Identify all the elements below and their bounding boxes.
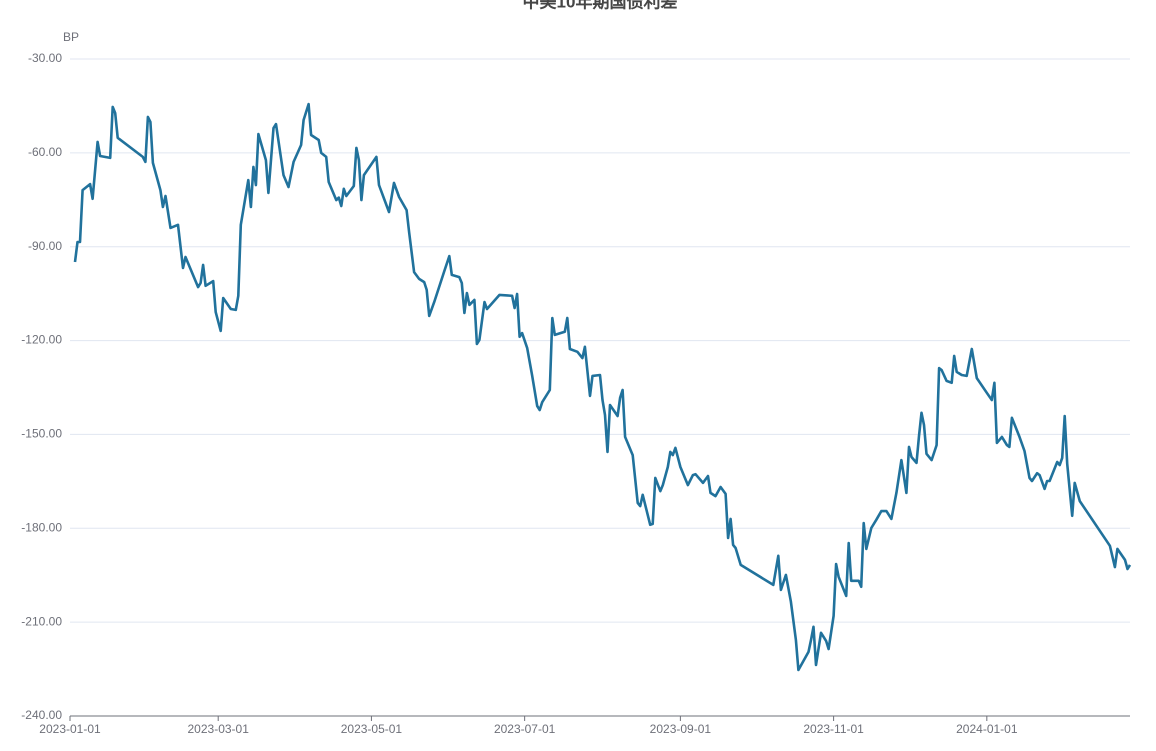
x-tick-label: 2023-07-01 [494,722,556,736]
y-axis-unit: BP [63,30,79,44]
y-tick-label: -150.00 [21,427,62,441]
data-line [73,102,1132,672]
y-tick-label: -30.00 [28,51,62,65]
y-tick-label: -120.00 [21,333,62,347]
x-tick-label: 2023-11-01 [803,722,864,736]
x-tick-label: 2023-05-01 [341,722,403,736]
x-tick-label: 2023-01-01 [39,722,101,736]
y-tick-label: -90.00 [28,239,62,253]
y-tick-label: -180.00 [21,520,62,534]
x-tick-label: 2024-01-01 [956,722,1018,736]
y-tick-label: -240.00 [21,708,62,722]
x-tick-label: 2023-03-01 [188,722,250,736]
y-tick-label: -60.00 [28,145,62,159]
y-tick-label: -210.00 [21,614,62,628]
x-tick-label: 2023-09-01 [650,722,712,736]
chart-title: 中美10年期国债利差 [523,0,678,11]
